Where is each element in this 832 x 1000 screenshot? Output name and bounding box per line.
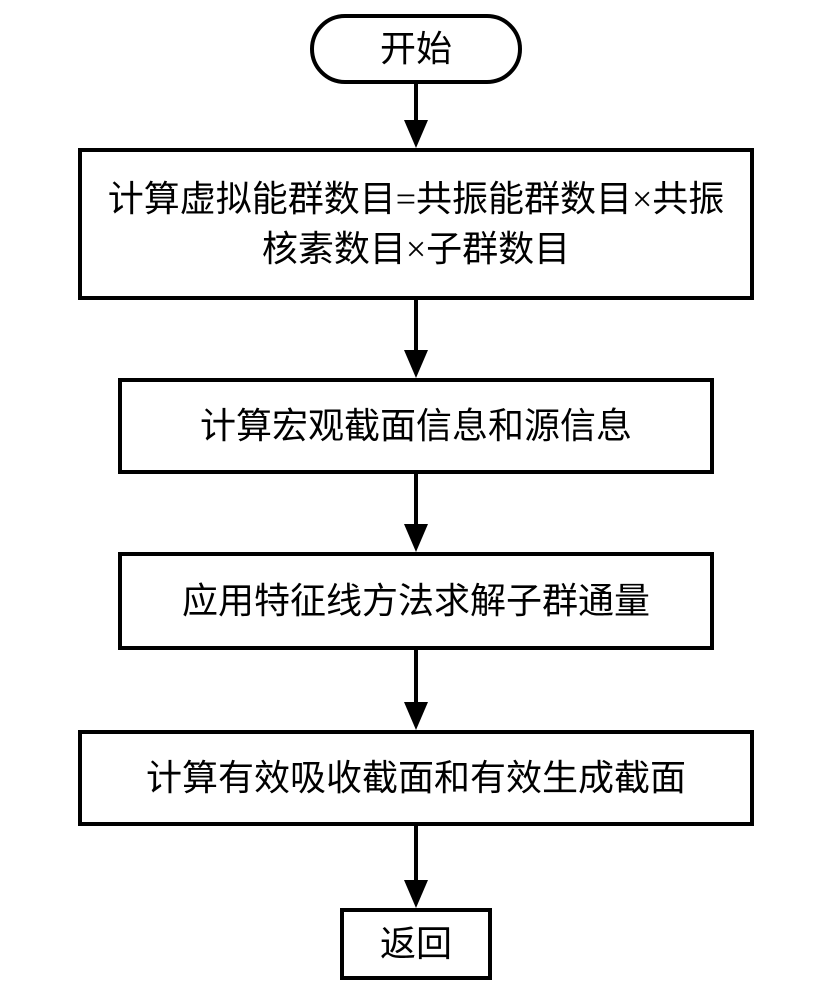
flowchart-node-start-label: 开始 [314,29,518,69]
flowchart-node-step2: 计算宏观截面信息和源信息 [118,378,714,474]
flowchart-node-step4: 计算有效吸收截面和有效生成截面 [78,730,754,826]
flowchart-node-step3-label: 应用特征线方法求解子群通量 [122,579,710,623]
flowchart-node-step1: 计算虚拟能群数目=共振能群数目×共振核素数目×子群数目 [78,148,754,300]
flowchart-node-step2-label: 计算宏观截面信息和源信息 [122,404,710,448]
flowchart-canvas: 开始 计算虚拟能群数目=共振能群数目×共振核素数目×子群数目 计算宏观截面信息和… [0,0,832,1000]
flowchart-node-start: 开始 [310,14,522,84]
flowchart-node-end: 返回 [340,908,492,980]
flowchart-node-end-label: 返回 [344,924,488,964]
flowchart-node-step1-label: 计算虚拟能群数目=共振能群数目×共振核素数目×子群数目 [96,174,736,274]
flowchart-node-step3: 应用特征线方法求解子群通量 [118,552,714,650]
flowchart-node-step4-label: 计算有效吸收截面和有效生成截面 [82,756,750,800]
